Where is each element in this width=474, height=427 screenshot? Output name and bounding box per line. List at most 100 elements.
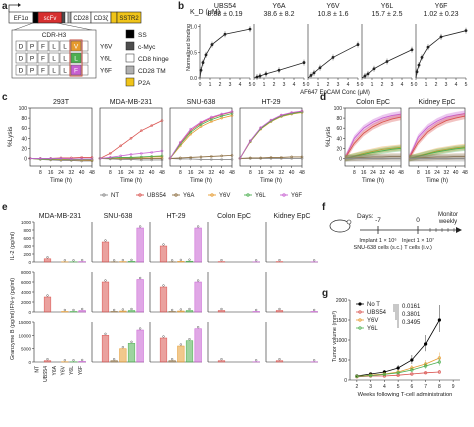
cytokine-data-point: [188, 258, 191, 261]
x-tick-label: 1: [263, 82, 266, 88]
residue-letter: D: [19, 68, 24, 75]
lysis-data-point: [139, 155, 143, 159]
cytokine-bar: [177, 261, 185, 263]
lysis-data-point: [38, 157, 42, 160]
x-tick-label: 3: [391, 82, 394, 88]
mutant-residue-box: [70, 64, 82, 76]
lysis-series-line: [169, 115, 233, 159]
lysis-xlabel: Time (h): [50, 178, 72, 184]
y-tick-label: 0: [24, 156, 27, 162]
x-tick-label: 24: [268, 170, 274, 176]
cytokine-data-point: [171, 259, 174, 262]
x-tick-label: 32: [380, 170, 386, 176]
residue-box: [26, 52, 38, 64]
cytokine-data-point: [313, 308, 316, 312]
timeline-monitor-line2: weekly: [438, 219, 457, 225]
y-tick-label: 0.0: [190, 76, 197, 82]
timeline-day: -7: [375, 217, 381, 224]
lysis-data-point: [199, 123, 203, 126]
x-tick-label: 48: [299, 170, 305, 176]
x-tick-label: 24: [58, 170, 64, 176]
lysis-series-line: [169, 111, 233, 159]
epc-ylabel: %Lysis: [325, 126, 332, 147]
residue-letter: P: [30, 68, 34, 75]
lysis-data-point: [168, 157, 172, 160]
cytokine-data-point: [139, 225, 142, 228]
lysis-data-point: [248, 156, 252, 160]
y-tick-label: 4000: [21, 290, 32, 295]
x-tick-label: 4: [401, 82, 404, 88]
binding-kd-value: 0.88 ± 0.19: [208, 11, 243, 18]
lysis-data-point: [139, 158, 143, 162]
cytokine-data-point: [72, 308, 75, 312]
tumor-data-point: [369, 374, 373, 378]
lysis-series-line: [239, 156, 302, 159]
x-tick-label: 40: [289, 170, 295, 176]
legend-marker: [282, 193, 286, 197]
legend-marker: [358, 326, 362, 330]
x-tick-label: 8: [179, 170, 182, 176]
legend-marker: [138, 193, 142, 197]
mouse-icon: [329, 219, 351, 233]
lysis-data-point: [209, 118, 213, 121]
mutant-highlight: [69, 39, 83, 77]
binding-panel-title: Y6A: [272, 3, 286, 10]
cytokine-bar: [159, 245, 168, 263]
x-tick-label: 0: [253, 82, 256, 88]
binding-panel-title: UBS54: [214, 3, 236, 10]
x-tick-label: 40: [389, 170, 395, 176]
residue-letter: D: [19, 56, 24, 63]
lysis-data-point: [119, 144, 123, 148]
x-tick-label: 5: [397, 384, 400, 390]
lysis-data-point: [199, 120, 203, 124]
lysis-data-point: [209, 155, 213, 158]
lysis-data-point: [300, 157, 304, 160]
y-tick-label: 500: [339, 358, 348, 364]
legend-swatch: [125, 77, 135, 87]
binding-panel-title: Y6L: [381, 3, 394, 10]
cytokine-data-point: [63, 308, 66, 312]
lysis-data-point: [160, 155, 164, 159]
tumor-data-point: [437, 360, 441, 364]
lysis-data-point: [98, 157, 102, 160]
epc-xlabel: Time (h): [362, 178, 384, 184]
group-tick-label: Y6A: [52, 365, 58, 375]
cytokine-data-point: [313, 359, 316, 362]
tumor-data-point: [410, 372, 414, 376]
cytokine-bar: [69, 311, 78, 313]
mutant-label: Y6L: [100, 56, 112, 63]
lysis-data-point: [290, 111, 294, 114]
mutant-label: Y6V: [100, 44, 113, 51]
y-tick-label: 2000: [336, 298, 347, 304]
x-tick-label: 7: [424, 384, 427, 390]
cytokine-bar: [159, 337, 168, 363]
cytokine-data-point: [72, 359, 75, 362]
lysis-data-point: [209, 115, 213, 119]
x-tick-label: 16: [425, 170, 431, 176]
cytokine-data-point: [278, 307, 281, 311]
lysis-data-point: [189, 157, 193, 161]
promoter-arrowhead: [18, 3, 21, 7]
y-tick-label: 0: [28, 310, 31, 315]
lysis-data-point: [279, 156, 283, 159]
cytokine-bar: [136, 279, 144, 313]
binding-kd-value: 1.02 ± 0.23: [424, 11, 459, 18]
panel-label-a: a: [2, 1, 8, 12]
epc-series-line: [408, 113, 466, 159]
legend-label: NT: [111, 193, 119, 199]
legend-marker: [102, 193, 106, 197]
cytokine-bar: [177, 345, 185, 363]
y-tick-label: 6000: [21, 280, 32, 285]
cytokine-data-point: [179, 258, 182, 261]
binding-panel-title: Y6V: [326, 3, 340, 10]
cytokine-column-title: Colon EpC: [217, 213, 251, 220]
lysis-data-point: [150, 151, 154, 154]
pvalue-label: 0.0161: [402, 304, 421, 310]
epc-series-line: [344, 146, 402, 159]
lysis-data-point: [160, 157, 164, 160]
group-tick-label: UBS54: [43, 366, 49, 382]
legend-marker: [358, 310, 362, 314]
lysis-data-point: [160, 119, 164, 122]
cytokine-data-point: [255, 259, 258, 262]
